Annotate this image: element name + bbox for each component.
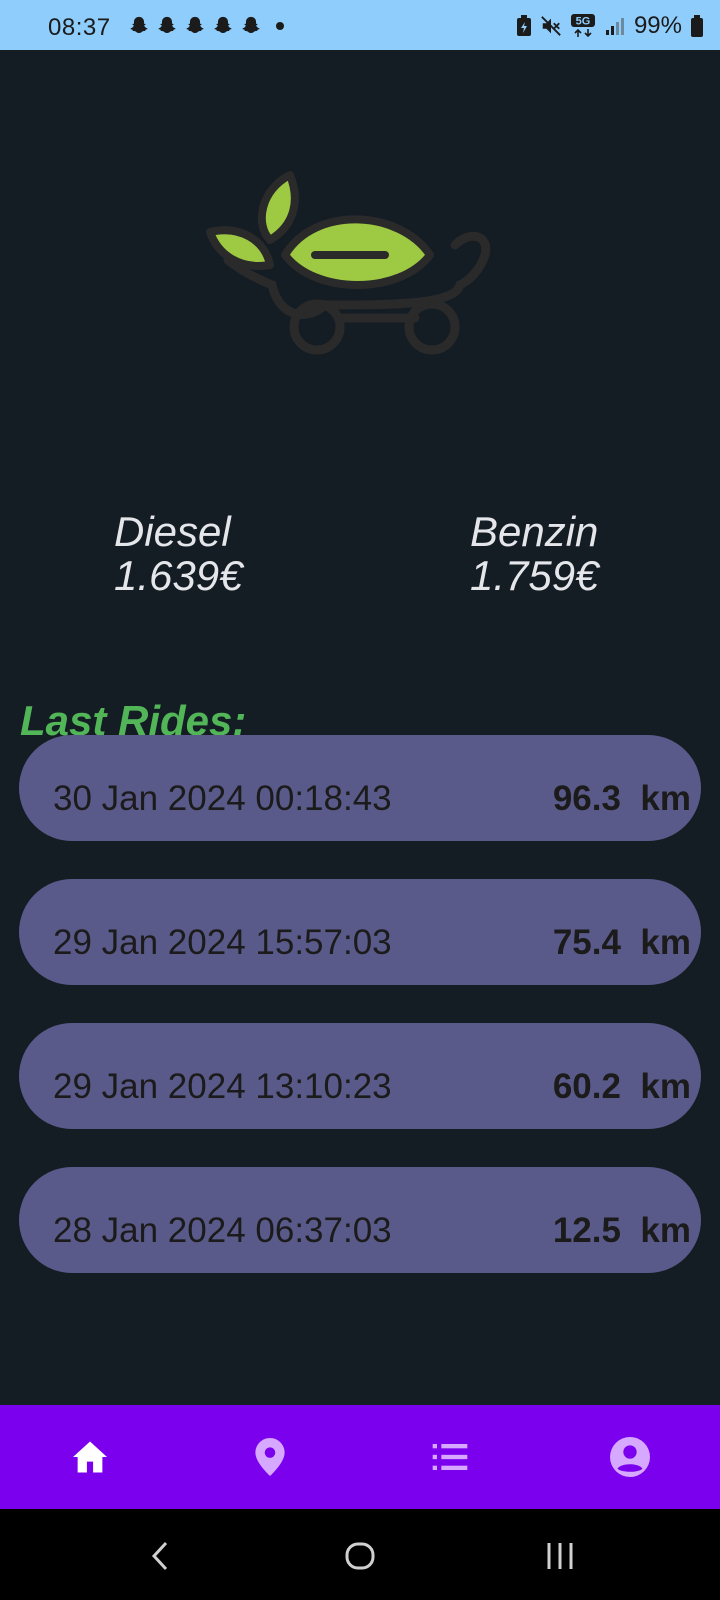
snapchat-icon [186,16,204,34]
benzin-price: Benzin 1.759€ [470,510,598,598]
home-icon [73,1441,107,1473]
benzin-value: 1.759€ [470,552,599,599]
diesel-value: 1.639€ [114,552,243,599]
system-navigation-bar [0,1509,720,1600]
diesel-label: Diesel [114,508,231,555]
snapchat-icon [130,16,148,34]
system-back-button[interactable] [140,1536,180,1576]
nav-home[interactable] [70,1437,110,1477]
location-pin-icon [255,1438,285,1476]
ride-date: 28 Jan 2024 06:37:03 [53,1211,392,1250]
list-icon [432,1444,468,1470]
ride-date: 30 Jan 2024 00:18:43 [53,779,392,818]
ride-date: 29 Jan 2024 15:57:03 [53,923,392,962]
ride-distance: 60.2 km [552,1067,691,1106]
nav-list[interactable] [430,1437,470,1477]
ride-card[interactable]: 29 Jan 2024 15:57:03 75.4 km [19,879,701,985]
ride-date: 29 Jan 2024 13:10:23 [53,1067,392,1106]
eco-car-logo [206,171,491,355]
system-home-button[interactable] [340,1536,380,1576]
diesel-price: Diesel 1.639€ [114,510,242,598]
bottom-navigation [0,1405,720,1509]
nav-map[interactable] [250,1437,290,1477]
battery-percentage: 99% [633,12,682,39]
status-bar: 08:37 5G 99% [0,0,720,50]
home-circle-icon [345,1542,375,1570]
system-recents-button[interactable] [540,1536,580,1576]
notification-icons [128,15,284,37]
back-icon [151,1541,168,1571]
more-notifications-dot [276,22,284,30]
account-circle-icon [610,1437,650,1477]
snapchat-icon [242,16,260,34]
ride-card[interactable]: 28 Jan 2024 06:37:03 12.5 km [19,1167,701,1273]
snapchat-icon [158,16,176,34]
status-right: 5G 99% [516,12,704,40]
ride-card[interactable]: 30 Jan 2024 00:18:43 96.3 km [19,735,701,841]
status-time: 08:37 [48,14,111,41]
mute-icon [541,16,561,36]
ride-distance: 12.5 km [552,1211,691,1250]
nav-profile[interactable] [610,1437,650,1477]
recents-icon [547,1543,573,1569]
ride-distance: 96.3 km [552,779,691,818]
ride-distance: 75.4 km [552,923,691,962]
snapchat-icon [214,16,232,34]
network-5g-icon: 5G [570,14,595,38]
benzin-label: Benzin [470,508,599,555]
svg-text:5G: 5G [576,16,591,28]
battery-icon [691,15,703,37]
signal-icon [605,18,624,35]
battery-saver-icon [516,15,531,36]
ride-card[interactable]: 29 Jan 2024 13:10:23 60.2 km [19,1023,701,1129]
